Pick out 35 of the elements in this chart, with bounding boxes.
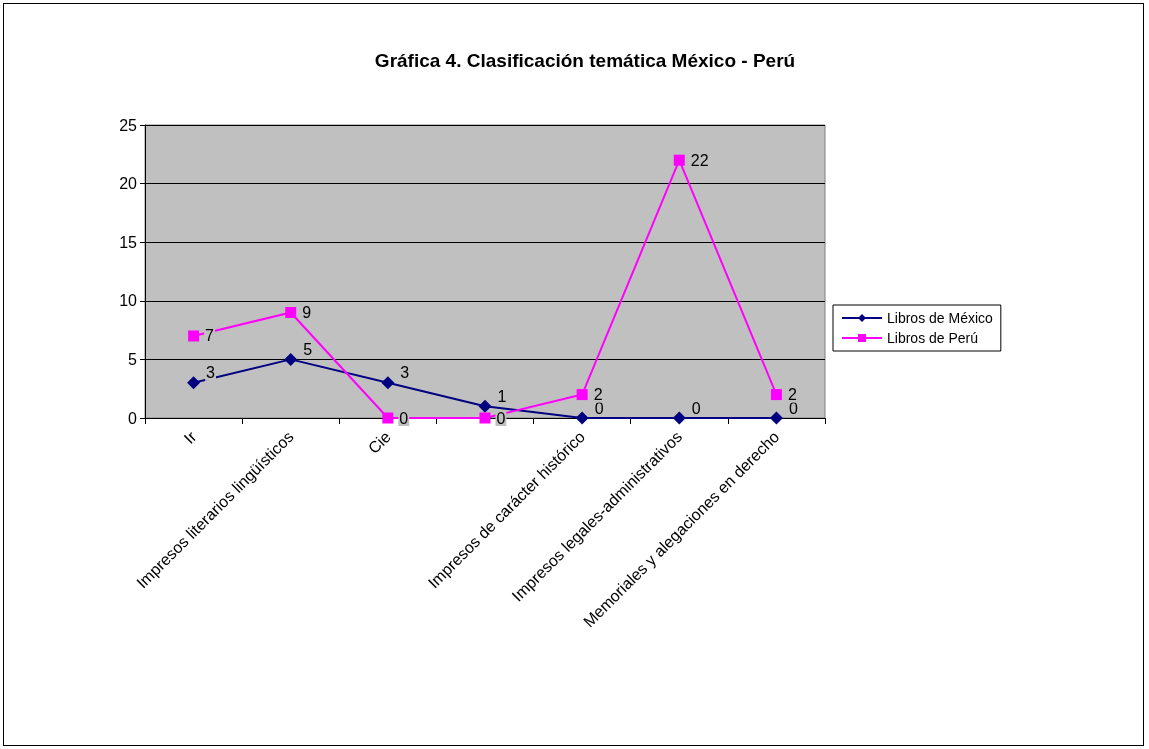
point (284, 352, 298, 366)
data-label: 1 (497, 387, 507, 405)
point (188, 330, 200, 342)
chart-title: Gráfica 4. Clasificación temática México - Perú (374, 50, 796, 71)
x-tick-label: Cie (364, 427, 394, 457)
y-tick-label: 20 (119, 175, 138, 193)
legend-label: Libros de México (887, 310, 994, 326)
data-label: 3 (400, 364, 410, 382)
y-tick-label: 15 (119, 233, 138, 251)
y-tick-label: 25 (119, 116, 138, 134)
data-label: 9 (302, 304, 312, 322)
point (770, 389, 782, 401)
y-tick-label: 5 (128, 350, 138, 368)
point (187, 376, 201, 390)
point (479, 412, 491, 424)
point (285, 307, 297, 319)
point (673, 154, 685, 166)
point (382, 412, 394, 424)
point (381, 376, 395, 390)
data-label: 5 (303, 340, 313, 358)
point (575, 411, 589, 425)
data-label: 7 (205, 327, 215, 345)
point (769, 411, 783, 425)
legend-label: Libros de Perú (887, 330, 979, 346)
x-tick-label: Ir (180, 427, 201, 447)
y-tick-label: 0 (128, 409, 138, 427)
data-label: 22 (690, 151, 709, 169)
point (672, 411, 686, 425)
data-label: 0 (399, 409, 409, 427)
point (478, 399, 492, 413)
data-label: 3 (206, 364, 216, 382)
data-label: 0 (691, 399, 701, 417)
y-tick-label: 10 (119, 292, 138, 310)
point (576, 389, 588, 401)
data-label: 0 (496, 409, 506, 427)
